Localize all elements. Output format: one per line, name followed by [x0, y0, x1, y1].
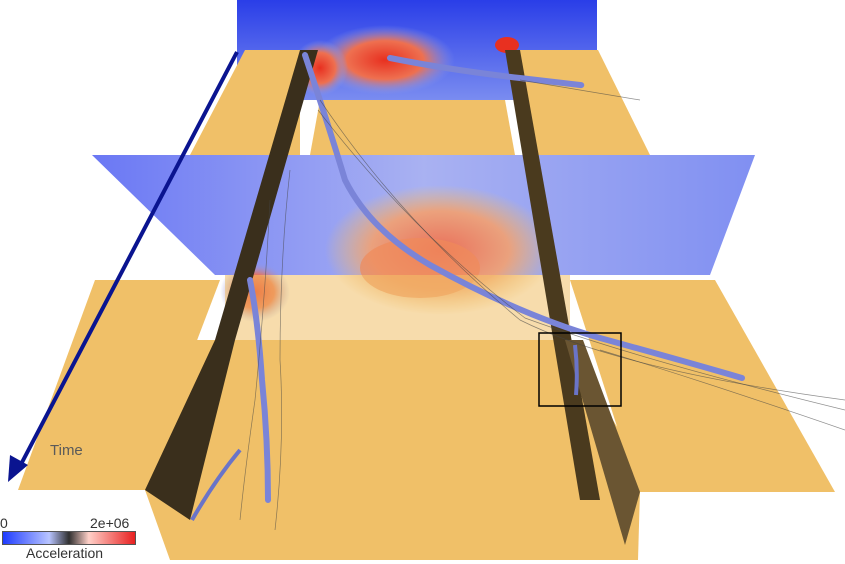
- floor-channel: [120, 340, 655, 490]
- stream-tube-main: [302, 52, 745, 381]
- time-arrow-icon: [16, 51, 239, 471]
- streamline: [519, 79, 641, 101]
- time-arrow-head: [8, 455, 28, 482]
- stream-tube-vertical: [573, 344, 579, 396]
- right-wall-front: [565, 340, 640, 545]
- floor-front: [145, 490, 640, 560]
- floor-right: [570, 280, 835, 492]
- stream-tube-small: [190, 448, 242, 521]
- floor-back-right: [508, 50, 650, 155]
- floor-back-channel: [310, 100, 515, 155]
- focus-box-icon: [538, 332, 622, 407]
- floor-back-left: [190, 50, 300, 155]
- left-wall-front: [145, 340, 235, 520]
- streamline: [319, 99, 845, 401]
- streamline: [599, 349, 845, 431]
- legend-min-label: 0: [0, 515, 8, 531]
- legend-title: Acceleration: [26, 545, 104, 561]
- stream-tube-top: [387, 55, 585, 89]
- back-hotspot-right: [495, 37, 519, 53]
- streamline: [274, 169, 291, 531]
- streamline: [239, 199, 271, 521]
- left-wall: [215, 50, 318, 340]
- back-hotspot: [315, 25, 455, 95]
- legend-color-bar: [2, 531, 136, 545]
- time-label: Time: [50, 442, 83, 459]
- streamline: [317, 109, 845, 411]
- legend-max-label: 2e+06: [90, 515, 130, 531]
- stream-tube-left: [247, 277, 271, 503]
- floor-left: [18, 280, 220, 490]
- color-legend: 0 2e+06 Acceleration: [0, 515, 140, 563]
